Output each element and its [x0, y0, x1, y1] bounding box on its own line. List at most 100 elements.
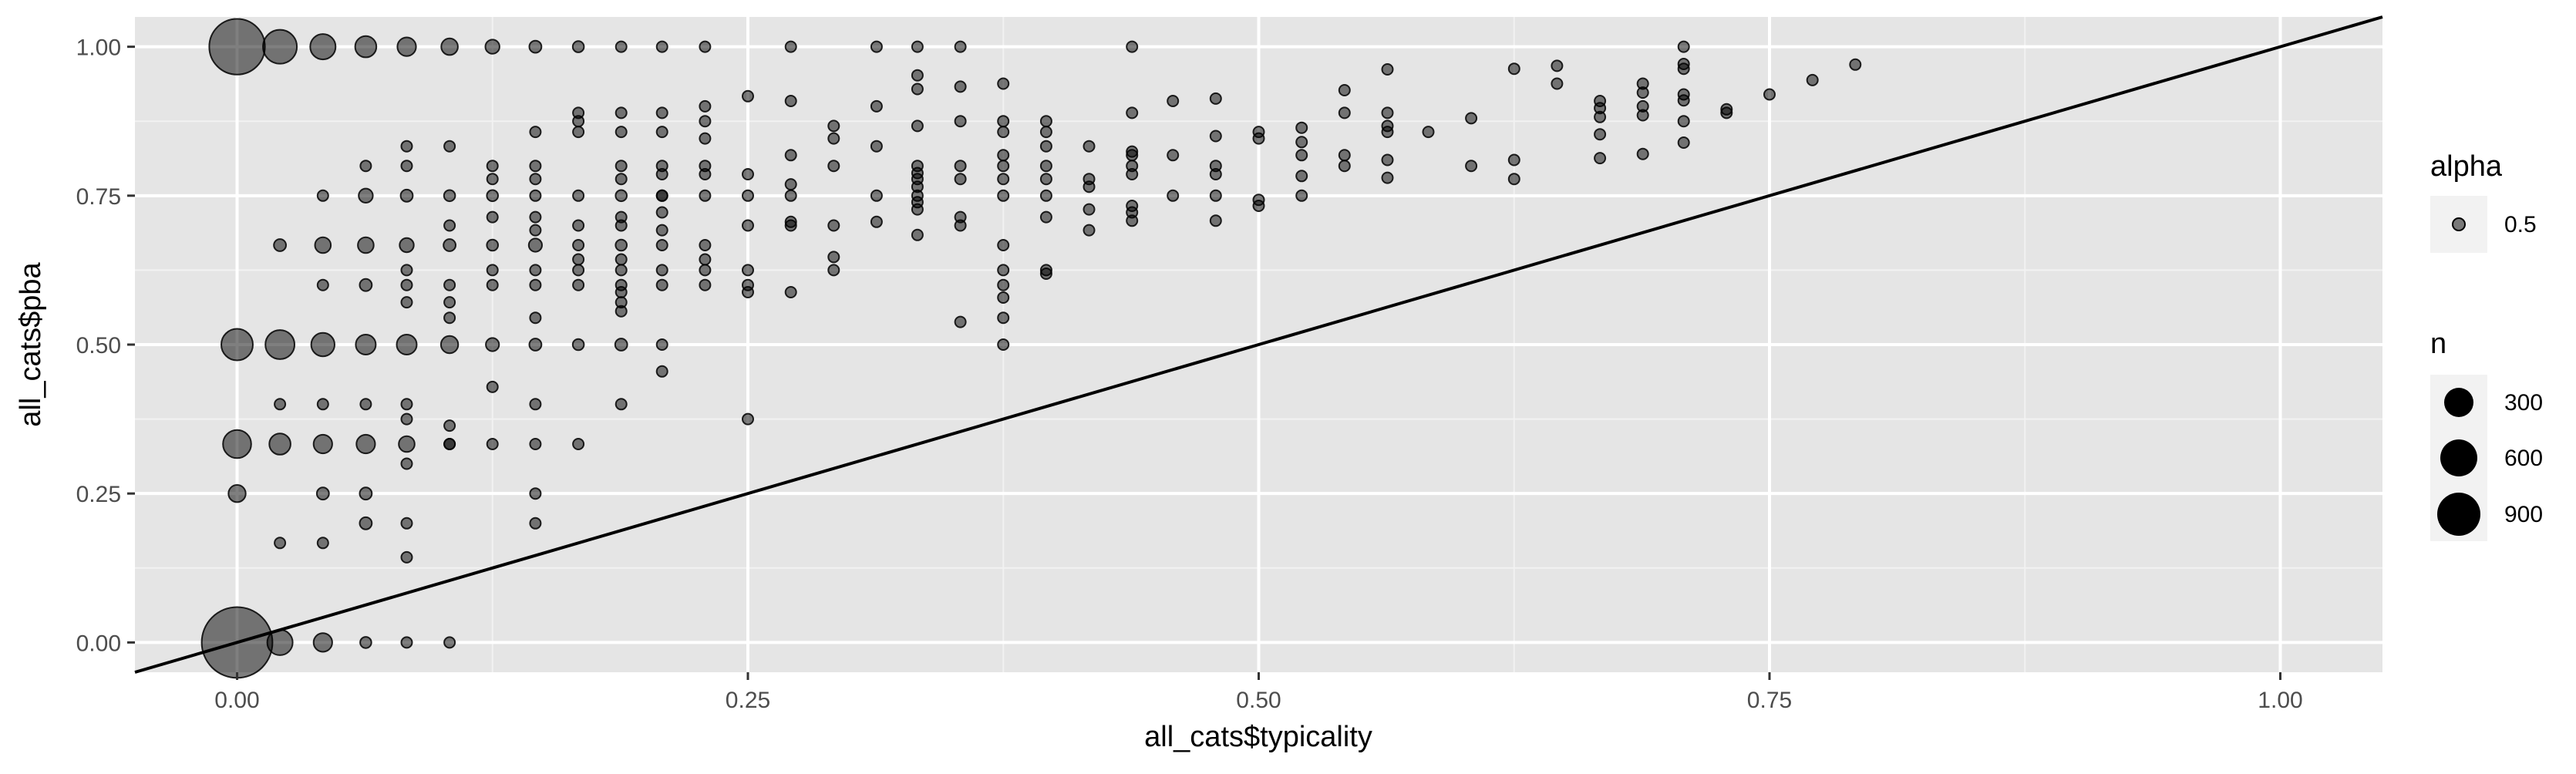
data-point — [911, 203, 924, 216]
data-point — [440, 37, 459, 56]
data-point — [1381, 126, 1394, 139]
data-point — [314, 236, 332, 254]
data-point — [268, 432, 291, 456]
data-point — [529, 517, 542, 530]
data-point — [954, 173, 967, 186]
data-point — [1338, 106, 1351, 119]
data-point — [1167, 189, 1180, 202]
data-point — [784, 189, 797, 202]
data-point — [359, 486, 373, 501]
data-point — [699, 264, 712, 277]
data-point — [1465, 112, 1478, 125]
data-point — [655, 106, 668, 119]
data-point — [400, 140, 413, 153]
data-point — [784, 219, 797, 232]
data-point — [486, 189, 500, 203]
y-tick-label: 0.75 — [76, 184, 121, 210]
data-point — [997, 291, 1010, 304]
legend-n: n 300 600 900 — [2430, 328, 2543, 541]
data-point — [400, 636, 413, 649]
legend-n-label-300: 300 — [2504, 390, 2543, 416]
data-point — [529, 487, 542, 500]
data-point — [954, 40, 967, 53]
data-point — [400, 278, 413, 291]
data-point — [359, 398, 372, 411]
data-points — [200, 18, 1862, 679]
data-point — [827, 264, 840, 277]
data-point — [396, 36, 417, 57]
y-tick-label: 1.00 — [76, 35, 121, 61]
data-point — [1677, 115, 1690, 128]
data-point — [911, 228, 924, 241]
data-point — [443, 419, 456, 432]
data-point — [400, 264, 413, 277]
data-point — [655, 206, 668, 219]
data-point — [358, 187, 374, 204]
data-point — [1126, 149, 1139, 162]
data-point — [699, 99, 712, 113]
data-point — [1677, 94, 1690, 107]
data-point — [615, 398, 628, 411]
data-point — [655, 264, 668, 277]
data-point — [274, 537, 287, 550]
data-point — [443, 238, 456, 252]
data-point — [742, 264, 754, 277]
data-point — [742, 286, 754, 298]
data-point — [1295, 170, 1308, 183]
data-point — [1039, 160, 1052, 173]
data-point — [1720, 106, 1733, 119]
data-point — [312, 632, 333, 653]
data-point — [1083, 180, 1096, 194]
data-point — [529, 398, 542, 411]
y-axis-ticks: 0.00 0.25 0.50 0.75 1.00 — [76, 35, 135, 656]
data-point — [443, 219, 456, 232]
data-point — [911, 69, 924, 82]
data-point — [615, 126, 628, 139]
data-point — [615, 189, 628, 203]
data-point — [615, 286, 628, 298]
data-point — [1083, 203, 1096, 216]
data-point — [784, 286, 797, 298]
data-point — [486, 380, 499, 393]
data-point — [1295, 121, 1308, 134]
data-point — [827, 160, 840, 173]
data-point — [355, 334, 377, 355]
data-point — [529, 311, 542, 325]
data-point — [1209, 189, 1222, 202]
data-point — [400, 296, 413, 309]
data-point — [355, 433, 376, 455]
reference-line-layer — [134, 15, 2383, 674]
data-point — [274, 398, 287, 411]
data-point — [699, 132, 712, 145]
data-point — [1806, 73, 1819, 86]
data-point — [273, 238, 288, 252]
x-tick-label: 0.50 — [1236, 688, 1281, 713]
data-point — [1039, 126, 1052, 139]
legend-n-label-900: 900 — [2504, 502, 2543, 527]
legend-n-key-600 — [2440, 439, 2477, 476]
data-point — [222, 429, 252, 459]
data-point — [1849, 58, 1862, 71]
data-point — [997, 264, 1010, 277]
data-point — [443, 140, 456, 153]
data-point — [1039, 173, 1052, 186]
data-point — [359, 516, 373, 530]
data-point — [997, 311, 1010, 325]
data-point — [485, 337, 500, 352]
y-tick-label: 0.50 — [76, 333, 121, 358]
data-point — [316, 398, 329, 411]
data-point — [997, 115, 1010, 128]
data-point — [742, 219, 754, 232]
data-point — [227, 484, 247, 503]
data-point — [484, 39, 500, 55]
data-point — [699, 168, 712, 180]
data-point — [528, 39, 543, 54]
data-point — [316, 189, 329, 202]
data-point — [742, 189, 754, 202]
data-point — [443, 296, 456, 309]
data-point — [911, 40, 924, 53]
data-point — [572, 438, 585, 450]
data-point — [615, 173, 628, 186]
data-point — [954, 115, 967, 128]
data-point — [1209, 168, 1222, 180]
